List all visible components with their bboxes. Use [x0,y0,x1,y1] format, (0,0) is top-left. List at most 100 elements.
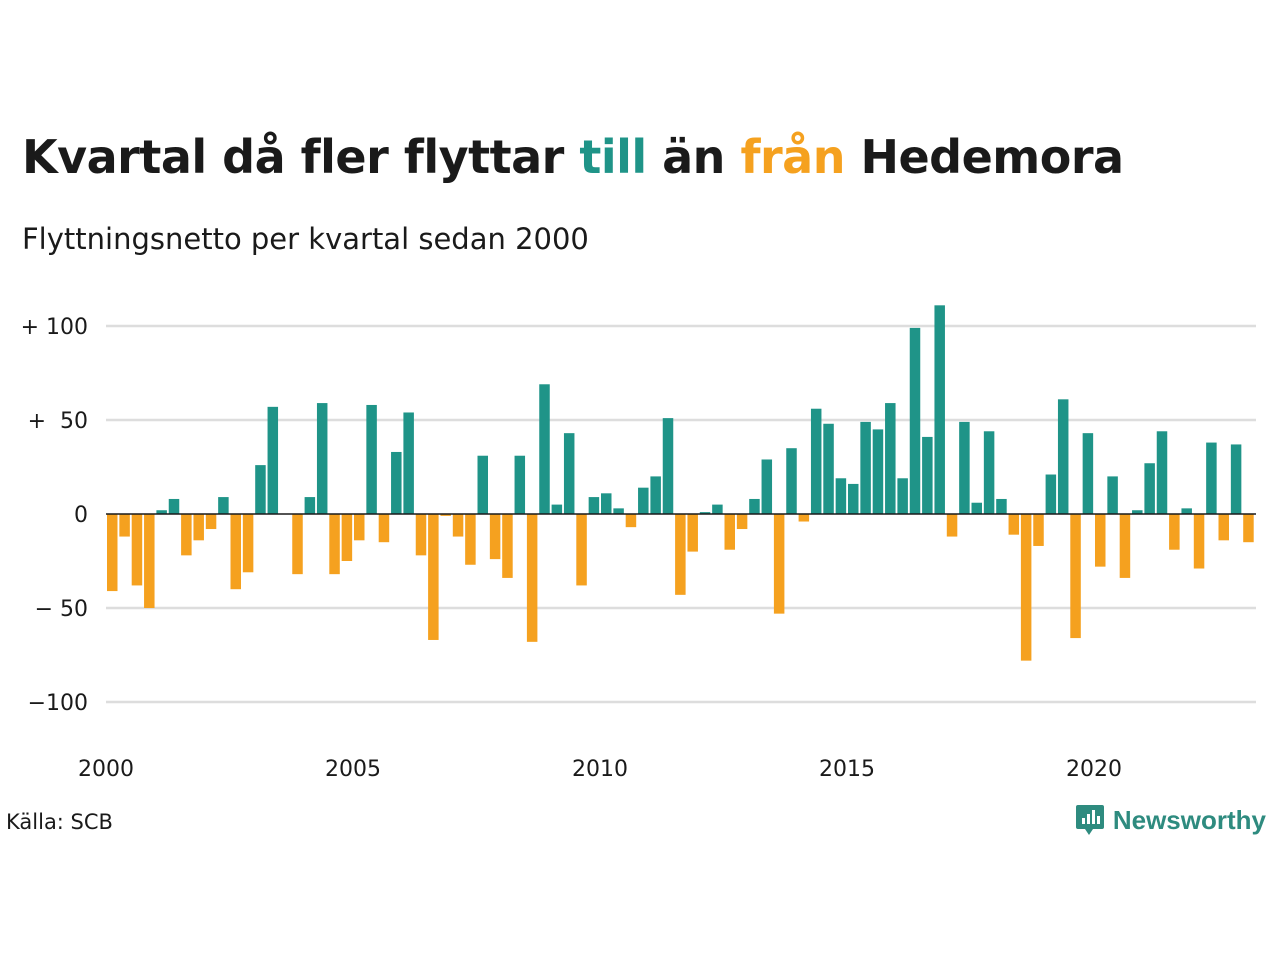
bar [428,514,439,640]
bar [465,514,476,565]
bar [959,421,970,514]
bar [144,514,155,608]
bar [588,497,600,514]
brand-logo: Newsworthy [1075,803,1266,837]
bar [477,455,488,514]
bar [1057,399,1069,514]
bar [638,487,649,514]
bar [551,504,563,514]
bar [625,514,637,528]
bar [996,498,1007,514]
bar [193,514,204,541]
bar-chart: + 100 + 50 0 − 50 −100 2000 2005 2010 2015 2020 [21,305,1256,782]
bar [316,403,328,514]
y-tick-label: + 100 [21,315,88,340]
chart-title: Kvartal då fler flyttar till än från Hed… [22,130,1124,184]
bar [675,514,686,595]
x-tick-label: 2000 [78,757,134,782]
bar [687,514,698,552]
bar [724,514,735,550]
bars [107,305,1254,661]
bar [502,514,513,578]
bar [415,514,427,556]
y-tick-label: + 50 [28,409,88,434]
bar [971,502,982,514]
bar [810,408,822,514]
bar [1008,514,1020,535]
bar [1169,514,1180,550]
bar [563,433,575,514]
bar [391,451,402,514]
title-part-3: Hedemora [844,130,1124,184]
bar [699,512,711,514]
bar [1132,510,1143,514]
bar [749,498,760,514]
bar [860,421,871,514]
bar [230,514,241,590]
newsworthy-logo-icon [1075,805,1104,835]
bar [897,478,908,514]
bar [983,431,995,514]
bar [848,483,859,514]
bar [156,510,167,514]
title-till-highlight: till [579,130,647,184]
bar [354,514,365,541]
bar [946,514,958,537]
bar [1243,514,1254,543]
bar [1020,514,1032,661]
bar [909,327,921,514]
bar [526,514,538,642]
bar [1230,444,1242,514]
bar [403,412,414,514]
y-tick-label: 0 [74,503,88,528]
title-fran-highlight: från [740,130,845,184]
bar [255,465,266,514]
bar [922,436,933,514]
bar [131,514,143,586]
title-part-1: Kvartal då fler flyttar [22,130,580,184]
bar [1095,514,1106,567]
bar [341,514,353,561]
bar [378,514,390,543]
bar [267,406,279,514]
bar [1045,474,1057,514]
bar [218,497,229,514]
bar [107,514,118,592]
bar [292,514,303,575]
bar [539,384,550,514]
bar [823,423,834,514]
bar [1181,508,1192,514]
bar [329,514,340,575]
bar [1070,514,1081,639]
bar [835,478,847,514]
bar [662,418,674,514]
bar [613,508,624,514]
bar [304,497,316,514]
chart-subtitle: Flyttningsnetto per kvartal sedan 2000 [22,222,589,256]
bar [773,514,785,614]
bar [761,459,773,514]
bar [601,493,612,514]
bar [712,504,723,514]
brand-name: Newsworthy [1112,804,1266,835]
bar [872,429,884,514]
bar [489,514,501,560]
title-part-2: än [646,130,741,184]
bar [885,403,896,514]
bar [205,514,217,530]
bar [452,514,464,537]
bar [1206,442,1217,514]
bar [1193,514,1205,569]
bar [168,498,180,514]
bar [934,305,945,514]
x-tick-label: 2010 [572,757,628,782]
bar [181,514,192,556]
bar [440,514,451,516]
axes: + 100 + 50 0 − 50 −100 2000 2005 2010 2015 2020 [21,315,1256,782]
bar [650,476,661,514]
bar [798,514,810,522]
x-tick-label: 2020 [1066,757,1122,782]
bar [576,514,587,586]
bar [1119,514,1131,578]
bar [1144,463,1155,514]
